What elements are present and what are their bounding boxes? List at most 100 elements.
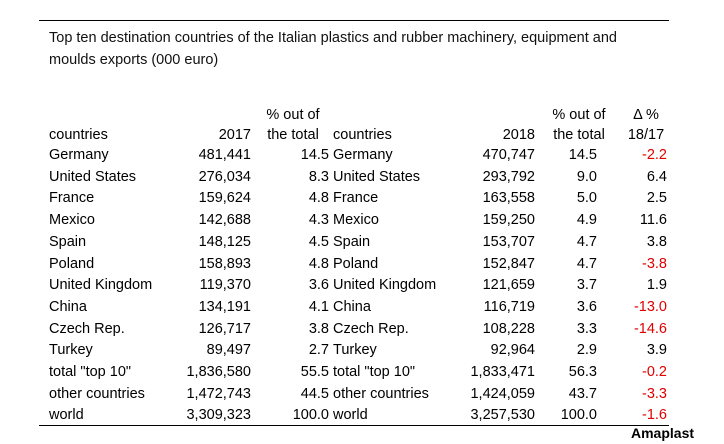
value-2018-cell: 163,558: [482, 190, 535, 207]
share-2017-cell: 4.5: [308, 233, 329, 250]
delta-cell: -13.0: [633, 298, 667, 315]
value-2018-cell: 470,747: [482, 147, 535, 163]
value-2017-cell: 3,309,323: [186, 407, 251, 424]
header-countries-2017: countries: [49, 127, 108, 143]
country-2017-cell: Turkey: [49, 342, 93, 359]
table-row: world 3,309,323 100.0 world 3,257,530 100.0 -1…: [39, 405, 669, 427]
country-2017-cell: France: [49, 190, 95, 207]
table-title: Top ten destination countries of the Ita…: [49, 30, 617, 68]
share-2018-cell: 3.3: [576, 320, 597, 337]
value-2018-cell: 153,707: [482, 233, 535, 250]
value-2017-cell: 158,893: [198, 255, 251, 272]
value-2017-cell: 1,836,580: [186, 364, 251, 381]
country-2017-cell: United States: [49, 168, 137, 185]
country-2018-cell: world: [333, 407, 368, 424]
country-2018-cell: United States: [333, 168, 421, 185]
value-2018-cell: 108,228: [482, 320, 535, 337]
share-2018-cell: 14.5: [568, 147, 597, 163]
header-year-2017: 2017: [218, 127, 251, 143]
value-2018-cell: 3,257,530: [470, 407, 535, 424]
country-2017-cell: Mexico: [49, 212, 95, 229]
share-2018-cell: 4.7: [576, 233, 597, 250]
share-2017-cell: 44.5: [300, 385, 329, 402]
delta-cell: 1.9: [646, 277, 667, 294]
share-2017-cell: 4.8: [308, 190, 329, 207]
country-2017-cell: Czech Rep.: [49, 320, 125, 337]
country-2018-cell: other countries: [333, 385, 429, 402]
value-2018-cell: 121,659: [482, 277, 535, 294]
header-delta-text: Δ % 18/17: [627, 107, 665, 143]
amaplast-logo: Amaplast: [631, 425, 695, 441]
table-row: United States 276,034 8.3 United States 293,…: [39, 167, 669, 189]
delta-cell: 11.6: [639, 212, 667, 229]
country-2018-cell: France: [333, 190, 379, 207]
share-2018-cell: 2.9: [576, 342, 597, 359]
delta-cell: -3.3: [642, 385, 667, 402]
share-2018-cell: 5.0: [576, 190, 597, 207]
value-2017-cell: 89,497: [206, 342, 251, 359]
country-2018-cell: Mexico: [333, 212, 379, 229]
value-2018-cell: 92,964: [490, 342, 535, 359]
delta-cell: 3.8: [646, 233, 667, 250]
table-row: Mexico 142,688 4.3 Mexico 159,250 4.9 11.6: [39, 210, 669, 232]
share-2018-cell: 3.6: [576, 298, 597, 315]
value-2017-cell: 481,441: [198, 147, 251, 163]
share-2018-cell: 56.3: [568, 364, 597, 381]
country-2018-cell: Poland: [333, 255, 379, 272]
table-row: Czech Rep. 126,717 3.8 Czech Rep. 108,228 3.3…: [39, 319, 669, 341]
header-share-2018: % out of the total: [535, 79, 613, 145]
country-2018-cell: total "top 10": [333, 364, 416, 381]
country-2018-cell: United Kingdom: [333, 277, 437, 294]
value-2017-cell: 134,191: [198, 298, 251, 315]
value-2018-cell: 293,792: [482, 168, 535, 185]
header-share-2017-text: % out of the total: [266, 107, 320, 143]
value-2017-cell: 1,472,743: [186, 385, 251, 402]
value-2017-cell: 119,370: [199, 277, 251, 294]
delta-cell: 6.4: [646, 168, 667, 185]
header-share-2017: % out of the total: [251, 79, 329, 145]
table-row: Turkey 89,497 2.7 Turkey 92,964 2.9 3.9: [39, 340, 669, 362]
value-2017-cell: 276,034: [198, 168, 251, 185]
country-2017-cell: world: [49, 407, 84, 424]
value-2018-cell: 152,847: [482, 255, 535, 272]
share-2018-cell: 4.7: [576, 255, 597, 272]
header-share-2018-text: % out of the total: [552, 107, 606, 143]
share-2018-cell: 100.0: [560, 407, 597, 424]
country-2018-cell: China: [333, 298, 371, 315]
value-2017-cell: 142,688: [198, 212, 251, 229]
table-row: Spain 148,125 4.5 Spain 153,707 4.7 3.8: [39, 232, 669, 254]
table-row: other countries 1,472,743 44.5 other countr…: [39, 384, 669, 406]
value-2017-cell: 126,717: [198, 320, 251, 337]
header-year-2018: 2018: [502, 127, 535, 143]
share-2017-cell: 55.5: [300, 364, 329, 381]
share-2017-cell: 4.8: [308, 255, 329, 272]
share-2017-cell: 2.7: [308, 342, 329, 359]
country-2017-cell: Poland: [49, 255, 95, 272]
country-2017-cell: China: [49, 298, 87, 315]
share-2017-cell: 4.3: [308, 212, 329, 229]
table-row: Poland 158,893 4.8 Poland 152,847 4.7 -3.8: [39, 254, 669, 276]
delta-cell: -0.2: [642, 364, 667, 381]
share-2017-cell: 100.0: [292, 407, 329, 424]
share-2018-cell: 4.9: [576, 212, 597, 229]
table-body: Germany 481,441 14.5 Germany 470,747 14.5 -2.2…: [39, 145, 669, 427]
value-2018-cell: 116,719: [483, 298, 535, 315]
value-2018-cell: 159,250: [482, 212, 535, 229]
country-2017-cell: Spain: [49, 233, 87, 250]
country-2017-cell: Germany: [49, 147, 109, 163]
value-2018-cell: 1,424,059: [470, 385, 535, 402]
table-row: United Kingdom 119,370 3.6 United Kingdom 12…: [39, 275, 669, 297]
table-row: China 134,191 4.1 China 116,719 3.6 -13.0: [39, 297, 669, 319]
share-2017-cell: 3.6: [308, 277, 329, 294]
value-2017-cell: 159,624: [198, 190, 251, 207]
share-2018-cell: 43.7: [568, 385, 597, 402]
share-2017-cell: 4.1: [308, 298, 329, 315]
value-2017-cell: 148,125: [198, 233, 251, 250]
share-2018-cell: 9.0: [576, 168, 597, 185]
country-2018-cell: Czech Rep.: [333, 320, 409, 337]
country-2018-cell: Turkey: [333, 342, 377, 359]
delta-cell: -14.6: [633, 320, 667, 337]
country-2018-cell: Germany: [333, 147, 393, 163]
exports-table-panel: Top ten destination countries of the Ita…: [39, 20, 669, 426]
share-2017-cell: 8.3: [308, 168, 329, 185]
